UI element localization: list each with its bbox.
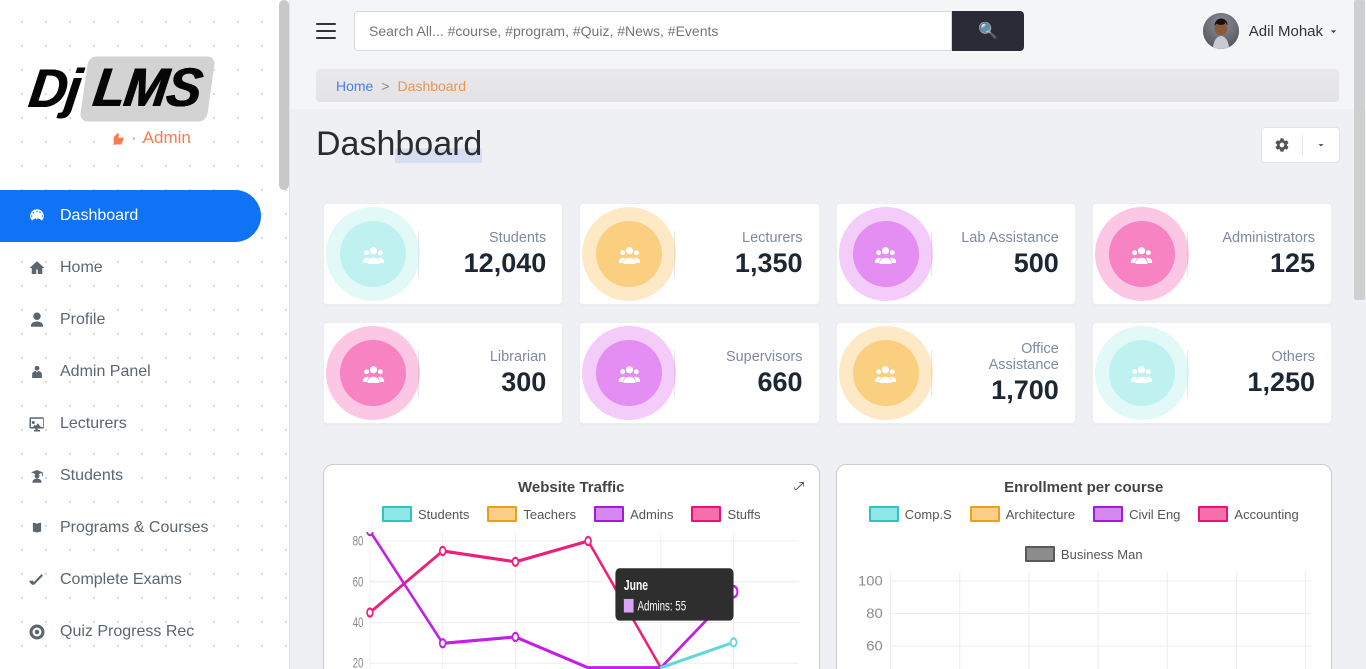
svg-text:60: 60 [353,574,364,590]
svg-text:June: June [624,577,648,593]
svg-text:40: 40 [353,614,364,630]
svg-text:80: 80 [866,607,883,622]
svg-text:100: 100 [857,574,882,589]
svg-text:20: 20 [353,655,364,669]
svg-text:60: 60 [866,639,883,654]
svg-text:Admins: 55: Admins: 55 [637,598,686,614]
svg-text:80: 80 [353,533,364,549]
